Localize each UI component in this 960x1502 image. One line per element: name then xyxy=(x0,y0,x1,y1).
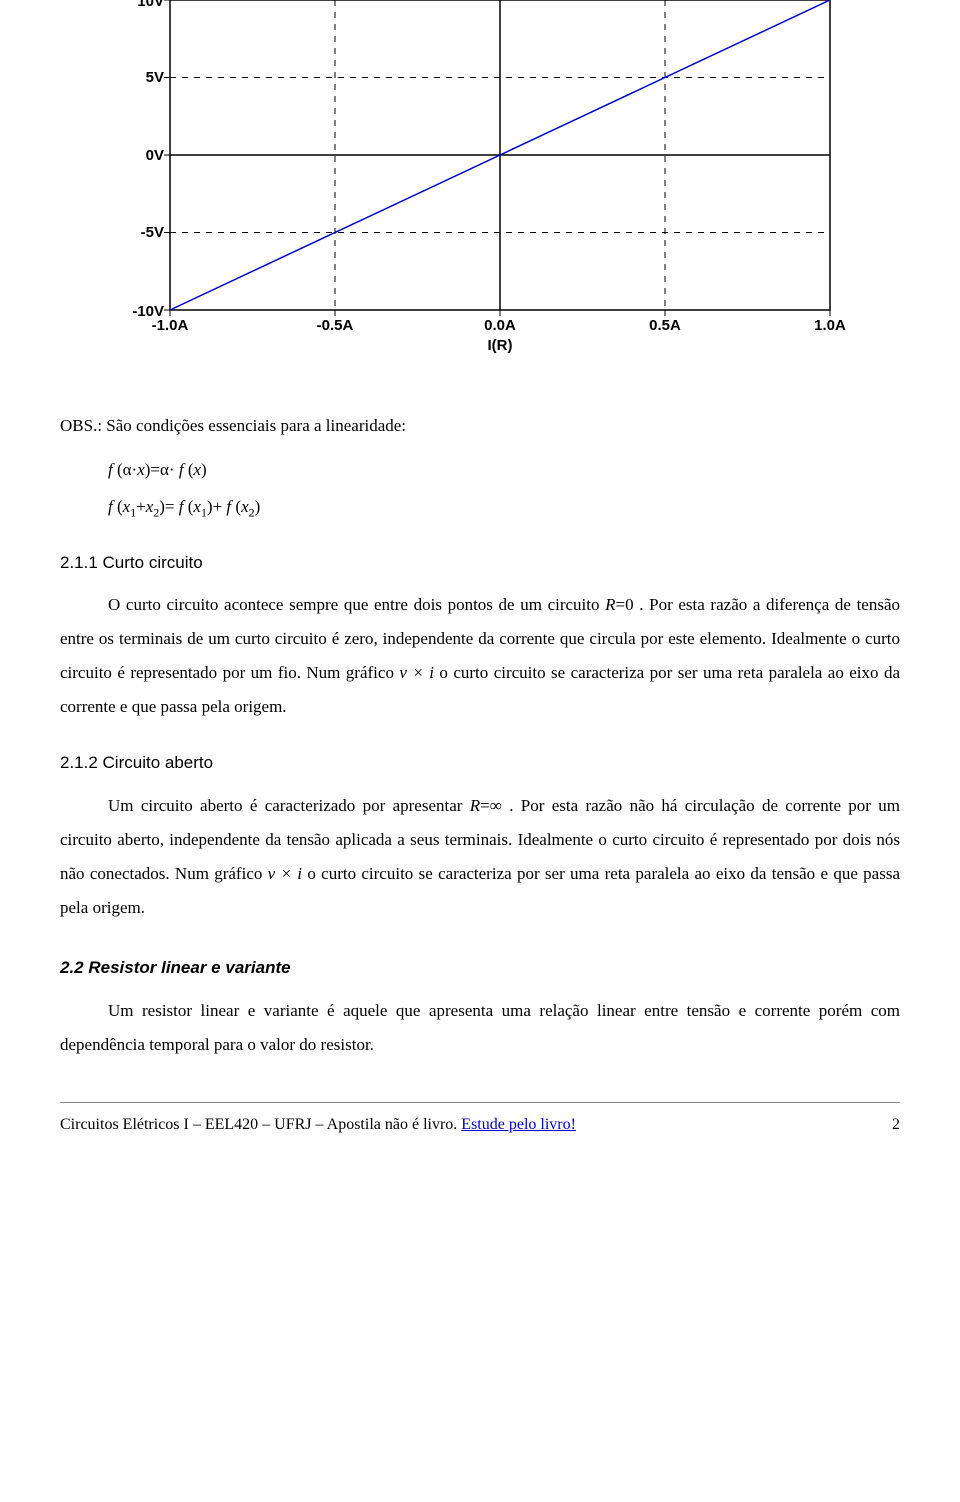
section-22-body: Um resistor linear e variante é aquele q… xyxy=(60,994,900,1062)
section-211-body: O curto circuito acontece sempre que ent… xyxy=(60,588,900,724)
iv-chart: V 10V 5V 0V -5V -10V -1.0A -0.5A 0.0A 0.… xyxy=(60,0,900,381)
x-axis-title: I(R) xyxy=(488,337,513,354)
y-tick-label: 0V xyxy=(146,147,164,164)
y-tick-label: 5V xyxy=(146,69,164,86)
footer-text: Circuitos Elétricos I – EEL420 – UFRJ – … xyxy=(60,1116,461,1133)
iv-chart-svg: V 10V 5V 0V -5V -10V -1.0A -0.5A 0.0A 0.… xyxy=(60,0,880,370)
text: Um circuito aberto é caracterizado por a… xyxy=(108,796,470,815)
x-tick-label: 1.0A xyxy=(814,317,846,334)
y-tick-label: -5V xyxy=(141,224,164,241)
footer-left: Circuitos Elétricos I – EEL420 – UFRJ – … xyxy=(60,1111,576,1140)
y-tick-label: 10V xyxy=(137,0,164,10)
section-212-body: Um circuito aberto é caracterizado por a… xyxy=(60,789,900,925)
section-212-title: 2.1.2 Circuito aberto xyxy=(60,748,900,779)
x-tick-label: 0.0A xyxy=(484,317,516,334)
inline-eq-rinf: R=∞ xyxy=(470,796,502,815)
page-number: 2 xyxy=(892,1111,900,1140)
inline-eq-r0: R=0 xyxy=(605,595,633,614)
equation-2: f (x1+x2)= f (x1)+ f (x2) xyxy=(108,492,900,524)
section-211-title: 2.1.1 Curto circuito xyxy=(60,548,900,579)
x-tick-label: -1.0A xyxy=(152,317,189,334)
obs-line: OBS.: São condições essenciais para a li… xyxy=(60,411,900,442)
inline-vi: v × i xyxy=(268,864,302,883)
section-22-title: 2.2 Resistor linear e variante xyxy=(60,953,900,984)
equation-1: f (α·x)=α· f (x) xyxy=(108,455,900,486)
text: O curto circuito acontece sempre que ent… xyxy=(108,595,605,614)
x-tick-label: -0.5A xyxy=(317,317,354,334)
footer-link[interactable]: Estude pelo livro! xyxy=(461,1116,576,1133)
inline-vi: v × i xyxy=(399,663,434,682)
page-footer: Circuitos Elétricos I – EEL420 – UFRJ – … xyxy=(60,1102,900,1140)
x-tick-label: 0.5A xyxy=(649,317,681,334)
